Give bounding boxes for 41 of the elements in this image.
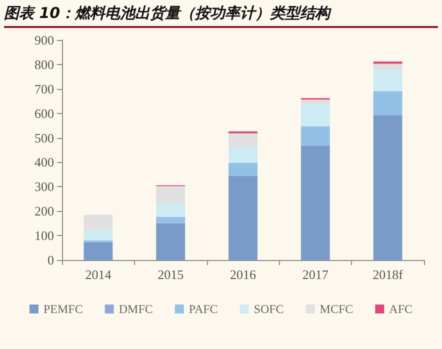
bar [84, 214, 113, 230]
y-tick-label: 600 [34, 106, 54, 121]
bar [373, 70, 402, 92]
bar [373, 91, 402, 116]
y-tick-label: 500 [34, 130, 54, 146]
bar [156, 204, 186, 217]
bar [373, 64, 402, 70]
bar [228, 147, 258, 163]
bar [300, 146, 330, 260]
bar [228, 176, 258, 260]
y-tick-label: 900 [34, 32, 54, 48]
x-tick-label: 2017 [302, 267, 329, 282]
bar [156, 186, 186, 204]
bar [228, 162, 258, 176]
y-tick-label: 700 [34, 81, 54, 96]
bar [373, 116, 402, 260]
y-tick-label: 200 [34, 204, 54, 219]
legend-label: AFC [389, 302, 412, 316]
legend-label: MCFC [320, 302, 354, 316]
bar [228, 133, 258, 148]
y-tick-label: 100 [34, 228, 54, 244]
chart-title: 图表 10：燃料电池出货量（按功率计）类型结构 [4, 4, 438, 28]
bar [156, 216, 186, 223]
x-tick-label: 2015 [158, 267, 184, 282]
y-tick-label: 0 [48, 252, 54, 268]
bar [156, 223, 186, 260]
x-tick-label: 2016 [230, 267, 256, 282]
bar [300, 126, 330, 146]
bar [84, 230, 113, 240]
y-tick-label: 300 [34, 179, 54, 194]
bar [84, 242, 113, 260]
y-tick-label: 400 [34, 154, 54, 170]
legend-label: DMFC [118, 302, 153, 316]
x-tick-label: 2018f [372, 267, 404, 282]
legend-label: SOFC [254, 302, 284, 316]
x-tick-label: 2014 [85, 267, 112, 282]
bar [300, 100, 330, 104]
legend-label: PAFC [188, 302, 218, 316]
legend-label: PEMFC [44, 302, 83, 316]
y-tick-label: 800 [34, 56, 54, 72]
bar [300, 104, 330, 126]
